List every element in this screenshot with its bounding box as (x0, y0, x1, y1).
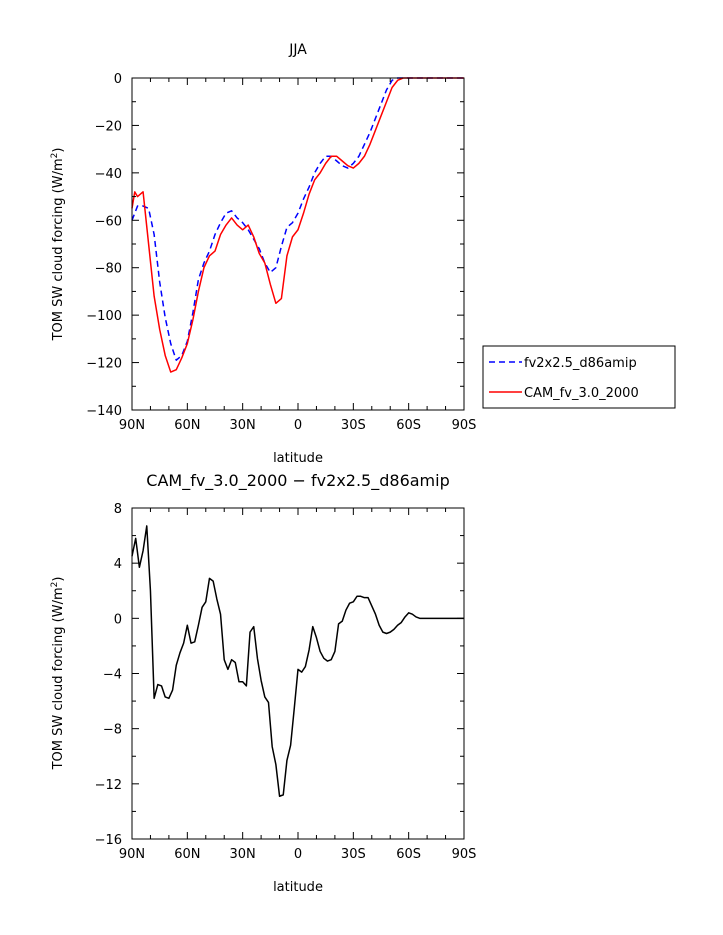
bottom-x-tick-label: 60S (396, 847, 421, 862)
top-y-tick-label: 0 (114, 72, 122, 87)
bottom-series-group (131, 525, 464, 797)
top-x-tick-label: 90N (119, 418, 145, 433)
top-y-axis-label: TOM SW cloud forcing (W/m2) (50, 148, 66, 342)
bottom-y-tick-label: 4 (114, 557, 122, 572)
bottom-y-tick-label: −4 (103, 668, 122, 683)
bottom-panel: CAM_fv_3.0_2000 − fv2x2.5_d86amip 90N 60N… (50, 471, 476, 895)
bottom-series-line-1 (131, 525, 464, 797)
top-plot-frame (131, 77, 465, 411)
bottom-x-tick-label: 30N (230, 847, 256, 862)
top-x-tick-label: 60N (174, 418, 200, 433)
top-series-group (131, 77, 464, 373)
bottom-y-tick-label: −12 (95, 778, 122, 793)
bottom-y-tick-label: 0 (114, 612, 122, 627)
bottom-x-tick-label: 90N (119, 847, 145, 862)
top-y-tick-label: −80 (95, 262, 122, 277)
bottom-y-axis-label: TOM SW cloud forcing (W/m2) (50, 577, 66, 771)
legend: fv2x2.5_d86amip CAM_fv_3.0_2000 (482, 345, 676, 409)
bottom-x-tick-label: 30S (341, 847, 366, 862)
top-x-tick-label: 0 (294, 418, 302, 433)
bottom-y-tick-label: −8 (103, 723, 122, 738)
top-y-tick-label: −40 (95, 167, 122, 182)
top-axes-group: 90N 60N 30N 0 30S 60S 90S 0 −20 −40 −60 −80 −100 −120… (86, 72, 476, 433)
top-x-axis-label: latitude (273, 451, 323, 466)
top-series-line-1 (131, 77, 464, 361)
legend-label-series-1: fv2x2.5_d86amip (524, 356, 637, 371)
top-x-tick-label: 30S (341, 418, 366, 433)
top-y-tick-label: −60 (95, 214, 122, 229)
top-y-tick-label: −140 (86, 404, 122, 419)
bottom-x-tick-label: 0 (294, 847, 302, 862)
bottom-x-tick-label: 60N (174, 847, 200, 862)
bottom-chart-title: CAM_fv_3.0_2000 − fv2x2.5_d86amip (146, 471, 449, 491)
bottom-x-axis-label: latitude (273, 880, 323, 895)
bottom-plot-frame (131, 507, 465, 840)
legend-label-series-2: CAM_fv_3.0_2000 (524, 386, 639, 401)
legend-box (482, 345, 676, 409)
bottom-x-tick-label: 90S (452, 847, 477, 862)
top-series-line-2 (131, 77, 464, 373)
top-chart-title: JJA (288, 42, 307, 58)
bottom-y-tick-label: 8 (114, 502, 122, 517)
top-y-tick-label: −20 (95, 119, 122, 134)
top-x-tick-label: 90S (452, 418, 477, 433)
bottom-y-tick-label: −16 (95, 833, 122, 848)
top-y-tick-label: −100 (86, 309, 122, 324)
top-panel: JJA 90N 60N 30N 0 30S 60S 90S 0 −20 −40 −60 −80 −100… (50, 42, 476, 466)
top-x-tick-label: 30N (230, 418, 256, 433)
top-x-tick-label: 60S (396, 418, 421, 433)
top-y-tick-label: −120 (86, 357, 122, 372)
bottom-axes-group: 90N 60N 30N 0 30S 60S 90S 8 4 0 −4 −8 −12 −16 (95, 502, 477, 862)
